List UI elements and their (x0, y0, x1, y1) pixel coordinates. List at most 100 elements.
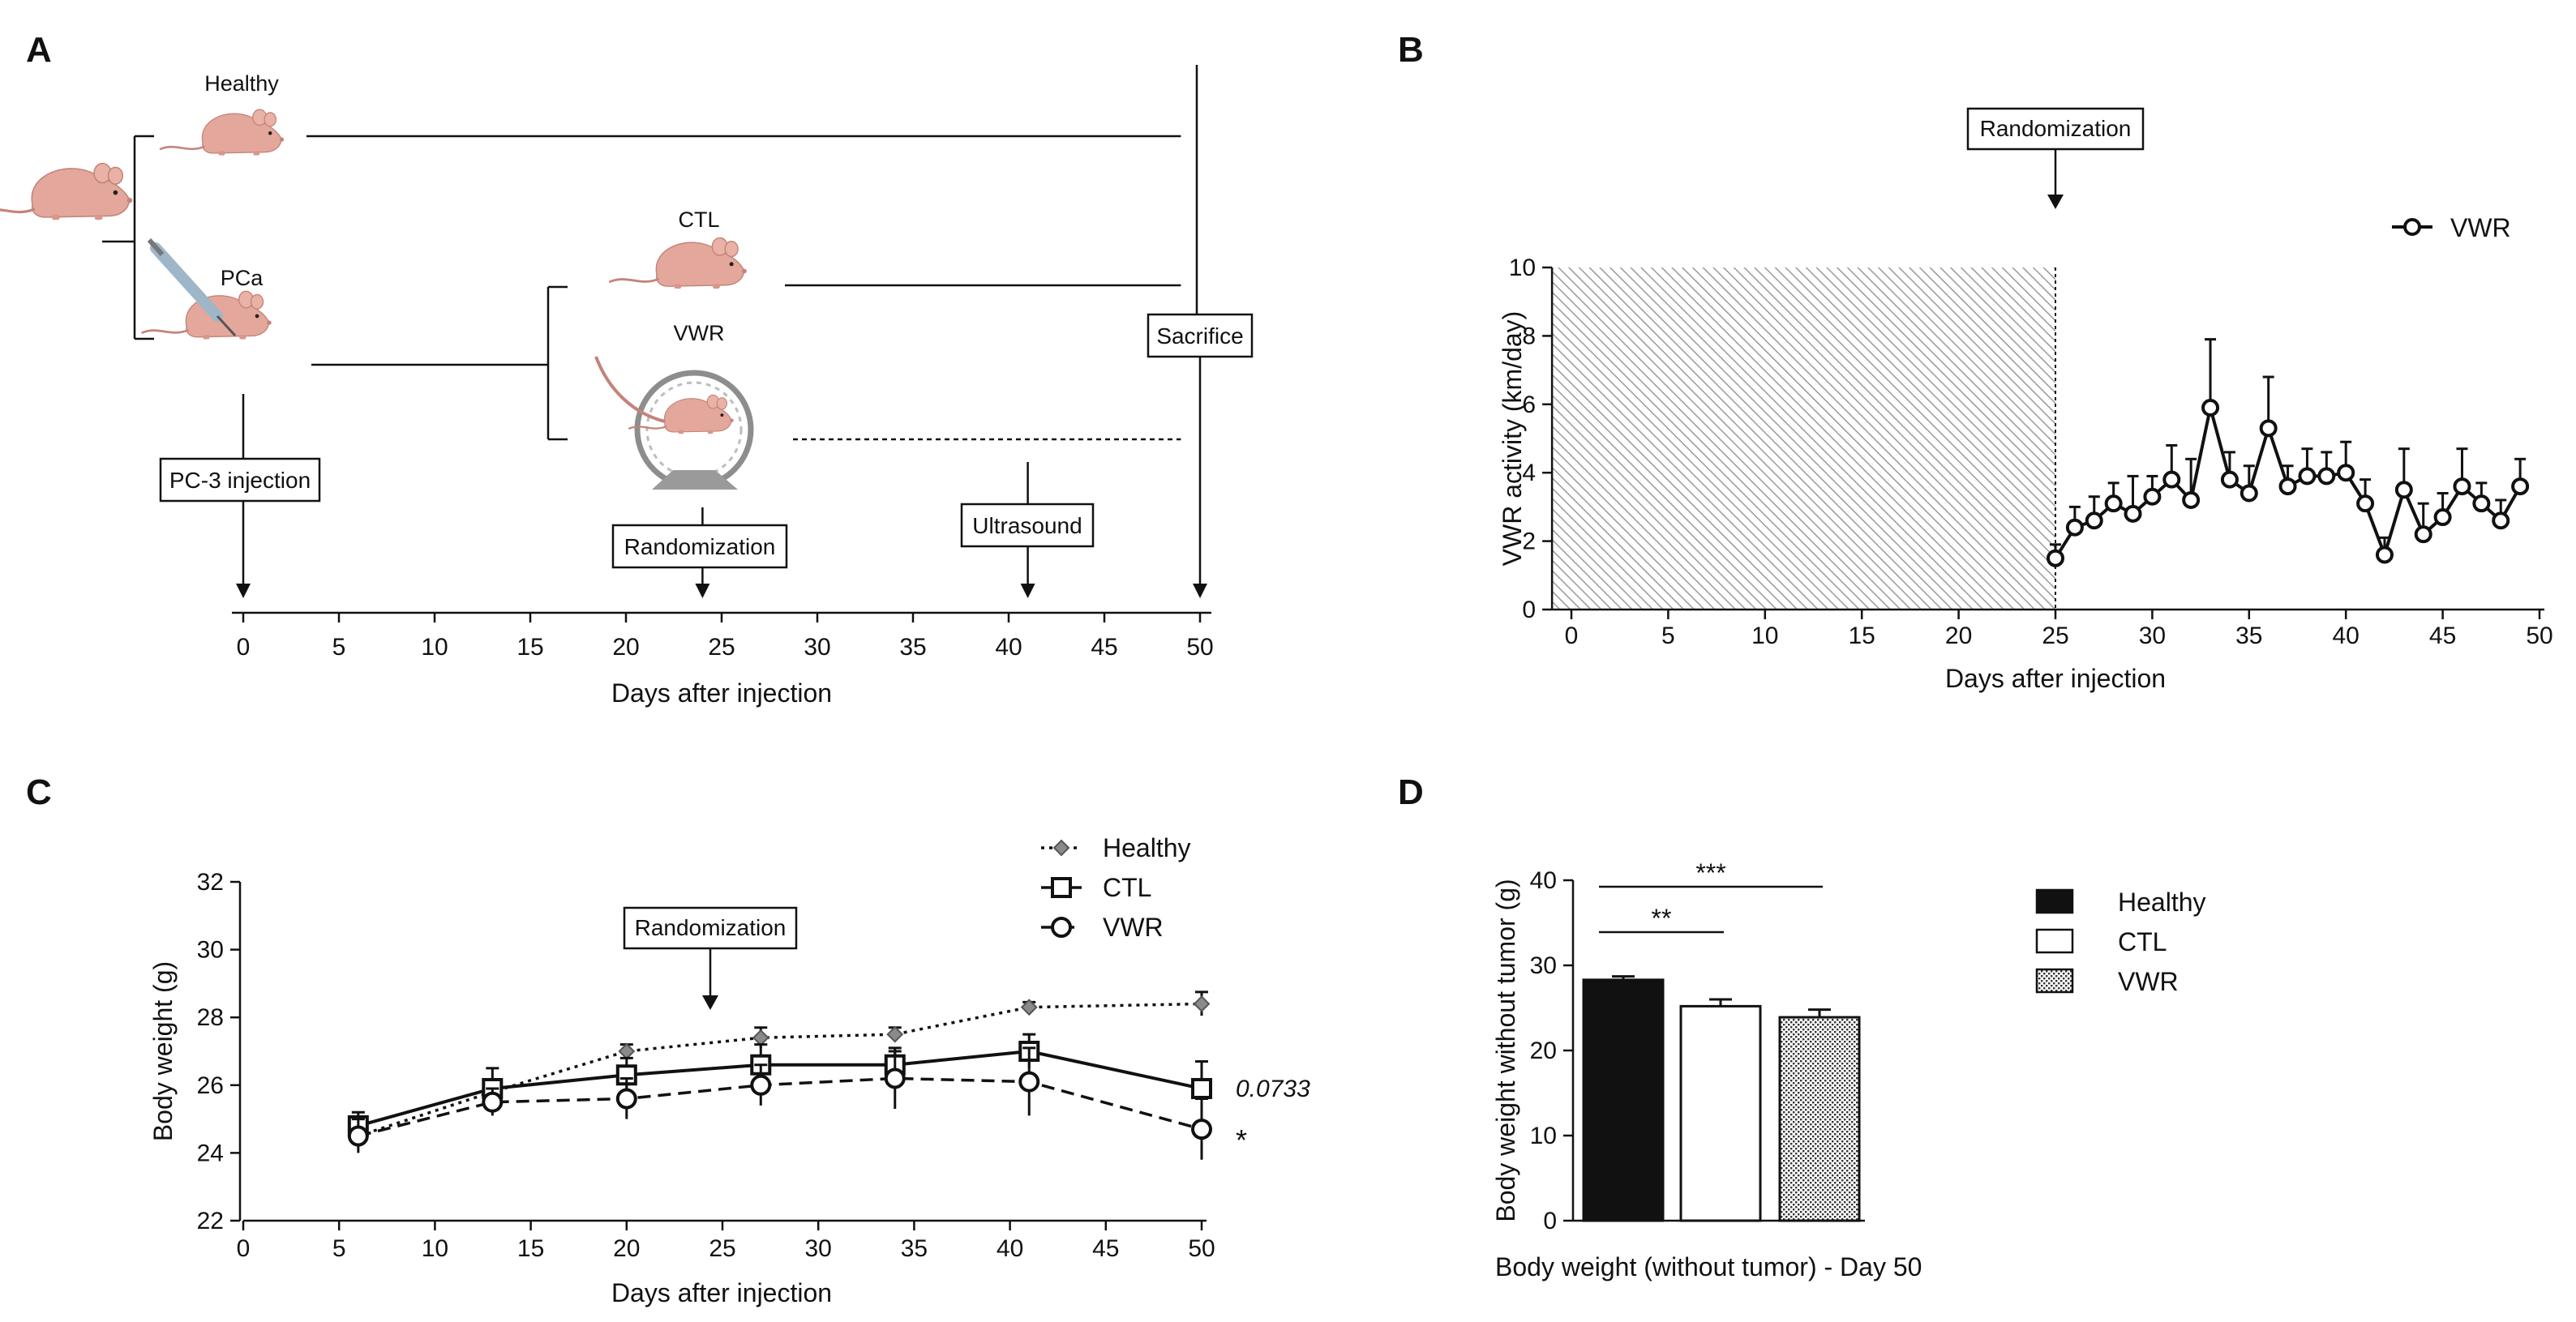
c-point-vwr-2 (615, 1088, 637, 1110)
label-vwr: VWR (674, 321, 725, 345)
svg-text:PC-3 injection: PC-3 injection (169, 468, 311, 493)
c-legend-marker-2 (1051, 917, 1072, 938)
event-pc3: PC-3 injection (159, 457, 321, 503)
c-point-vwr-6 (1191, 1119, 1212, 1140)
d-legend-swatch-0 (2035, 888, 2074, 914)
c-line-healthy (358, 1002, 1202, 1138)
b-point-11 (2259, 419, 2278, 438)
d-y-tick-label-0: 0 (1543, 1208, 1557, 1234)
svg-text:Randomization: Randomization (624, 534, 776, 559)
b-point-19 (2414, 525, 2432, 544)
d-bar-vwr (1778, 1016, 1861, 1222)
panel-d-letter: D (1398, 772, 1424, 812)
d-bar-healthy (1582, 978, 1665, 1222)
b-x-tick-label-4: 20 (1945, 622, 1972, 649)
b-y-tick-label-2: 4 (1522, 460, 1536, 486)
c-point-healthy-2 (618, 1042, 636, 1060)
d-sig-label-0: ** (1652, 904, 1672, 933)
c-x-tick-label-2: 10 (422, 1235, 448, 1262)
b-point-16 (2356, 494, 2375, 513)
b-point-21 (2453, 477, 2471, 496)
a-tick-label-6: 30 (804, 634, 830, 661)
b-x-tick-label-5: 25 (2042, 622, 2068, 649)
b-point-5 (2143, 487, 2162, 506)
c-y-tick-label-3: 28 (197, 1004, 224, 1031)
panel-a-letter: A (26, 30, 52, 70)
a-tick-label-7: 35 (899, 634, 926, 661)
c-point-vwr-5 (1018, 1071, 1040, 1093)
b-point-12 (2278, 477, 2297, 496)
c-x-tick-label-4: 20 (613, 1235, 640, 1262)
event-ultrasound: Ultrasound (960, 503, 1095, 548)
b-x-tick-label-7: 35 (2235, 622, 2262, 649)
pre-randomization-shade (1552, 267, 2055, 610)
d-y-tick-label-2: 20 (1530, 1037, 1557, 1064)
b-point-1 (2065, 518, 2084, 537)
a-tick-label-4: 20 (612, 634, 639, 661)
c-y-tick-label-0: 22 (197, 1208, 224, 1234)
randomization-arrow-head (695, 584, 710, 598)
syringe-icon (147, 238, 237, 337)
legend-b-marker (2403, 218, 2421, 236)
c-y-tick-label-2: 26 (197, 1072, 224, 1099)
d-legend-label-0: Healthy (2118, 888, 2206, 917)
d-y-tick-label-3: 30 (1530, 952, 1557, 979)
b-point-10 (2240, 484, 2258, 503)
a-tick-label-3: 15 (516, 634, 543, 661)
a-tick-label-10: 50 (1186, 634, 1213, 661)
d-y-tick-label-1: 10 (1530, 1123, 1557, 1149)
a-tick-label-8: 40 (995, 634, 1022, 661)
c-point-ctl-6 (1191, 1077, 1212, 1099)
b-point-23 (2492, 511, 2510, 530)
legend-b-label: VWR (2450, 213, 2511, 242)
d-y-tick-label-4: 40 (1530, 867, 1557, 894)
legend-d: Healthy CTL VWR (2035, 888, 2206, 996)
c-legend-label-1: CTL (1103, 873, 1151, 902)
b-y-tick-label-5: 10 (1509, 255, 1536, 281)
healthy-mouse-icon (159, 108, 285, 156)
b-point-4 (2124, 504, 2142, 523)
c-x-tick-label-0: 0 (237, 1235, 251, 1262)
b-y-tick-label-0: 0 (1522, 597, 1536, 623)
a-tick-label-9: 45 (1091, 634, 1117, 661)
c-y-tick-label-1: 24 (197, 1140, 224, 1166)
c-legend-label-2: VWR (1103, 913, 1164, 942)
c-y-tick-label-5: 32 (197, 869, 224, 896)
d-bar-ctl (1679, 1004, 1762, 1222)
b-x-tick-label-2: 10 (1751, 622, 1778, 649)
d-legend-label-1: CTL (2118, 927, 2167, 956)
svg-text:Sacrifice: Sacrifice (1156, 323, 1243, 349)
c-y-tick-label-4: 30 (197, 937, 224, 964)
c-legend-label-0: Healthy (1103, 833, 1191, 862)
a-tick-label-5: 25 (708, 634, 735, 661)
b-y-tick-label-3: 6 (1522, 391, 1536, 418)
c-series-healthy (349, 990, 1211, 1144)
b-x-tick-label-1: 5 (1661, 622, 1675, 649)
c-x-tick-label-9: 45 (1092, 1235, 1119, 1262)
event-randomization-a: Randomization (611, 524, 788, 569)
c-legend-marker-1 (1051, 877, 1072, 898)
b-point-9 (2220, 470, 2239, 489)
b-x-tick-label-3: 15 (1849, 622, 1875, 649)
svg-text:Ultrasound: Ultrasound (972, 513, 1082, 538)
b-point-13 (2298, 467, 2317, 486)
c-series-vwr (347, 1046, 1212, 1160)
panel-d-title: Body weight (without tumor) - Day 50 (1495, 1252, 1922, 1281)
starting-mouse-icon (0, 162, 134, 221)
d-legend-label-2: VWR (2118, 967, 2179, 996)
b-point-2 (2085, 511, 2103, 530)
b-point-22 (2472, 494, 2491, 513)
d-sig-label-1: *** (1695, 858, 1725, 888)
b-x-tick-label-6: 30 (2139, 622, 2166, 649)
b-point-7 (2182, 490, 2201, 509)
panel-c-letter: C (26, 772, 52, 812)
legend-c: Healthy CTL VWR (1041, 833, 1191, 942)
d-legend-swatch-1 (2035, 928, 2074, 954)
c-x-tick-label-6: 30 (805, 1235, 832, 1262)
sacrifice-arrow-head (1193, 584, 1207, 598)
c-point-healthy-5 (1020, 999, 1038, 1016)
label-pca: PCa (221, 266, 264, 290)
a-tick-label-1: 5 (332, 634, 346, 661)
event-arrows (236, 65, 1207, 598)
